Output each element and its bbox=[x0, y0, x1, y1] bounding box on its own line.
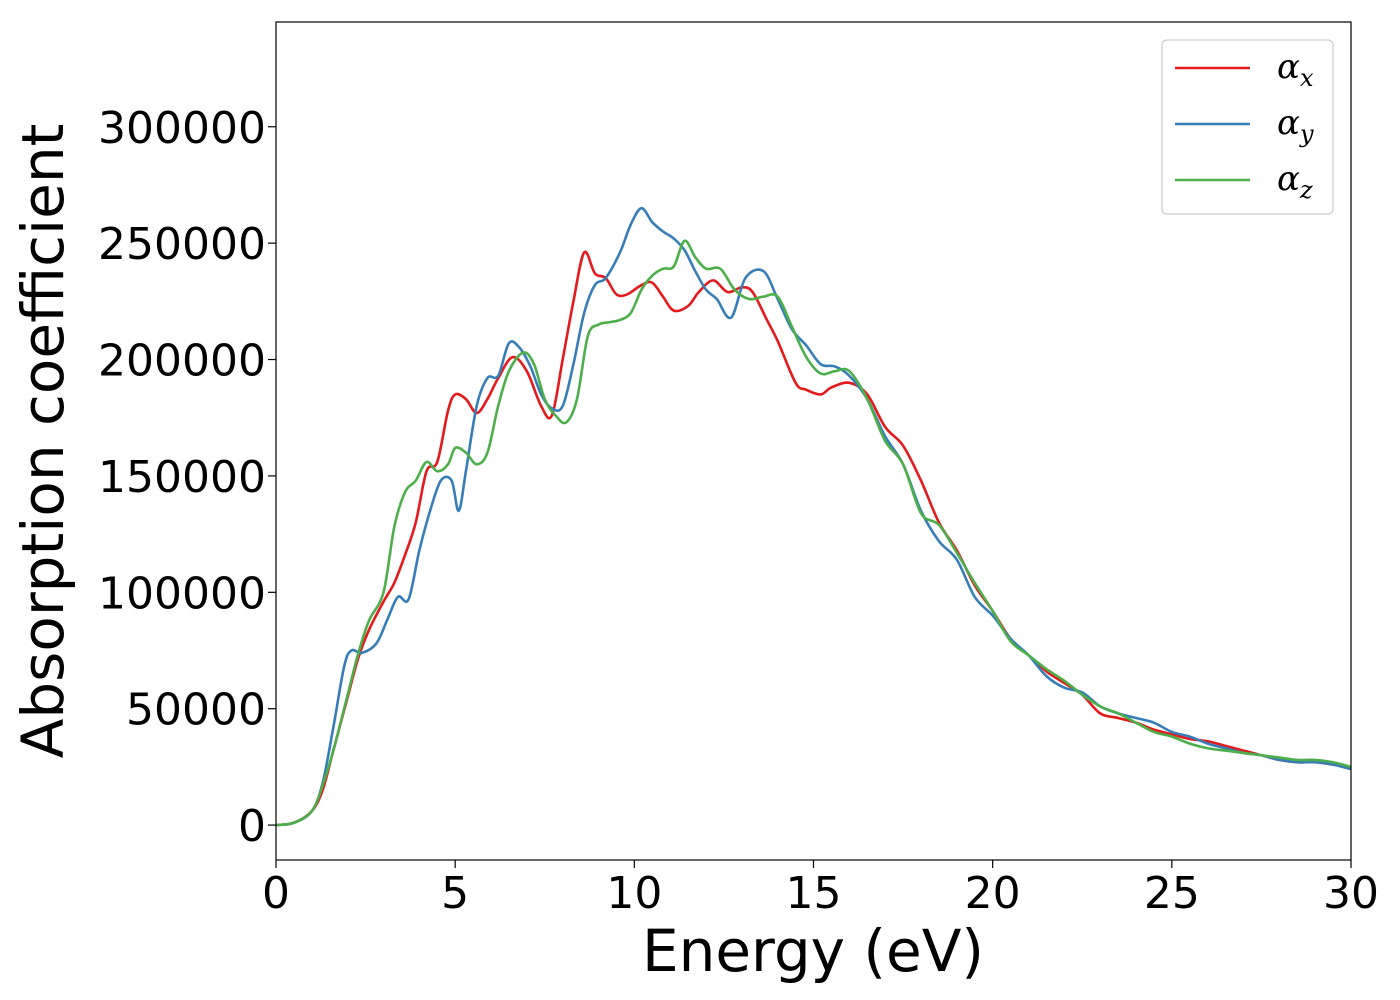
y-tick-label: 100000 bbox=[98, 568, 266, 619]
y-tick-label: 300000 bbox=[98, 103, 266, 154]
series-line-y bbox=[275, 206, 1352, 827]
legend-label-y: αy bbox=[1277, 103, 1314, 148]
x-axis: 0 5 10 15 20 25 30 bbox=[262, 860, 1379, 919]
y-tick-label: 150000 bbox=[98, 452, 266, 503]
legend-frame bbox=[1161, 39, 1334, 215]
x-tick-label: 5 bbox=[441, 868, 469, 919]
x-axis-title: Energy (eV) bbox=[642, 917, 984, 985]
y-tick-label: 0 bbox=[238, 801, 266, 852]
x-tick-label: 10 bbox=[606, 868, 662, 919]
series-line-z bbox=[275, 239, 1352, 827]
plot-lines bbox=[275, 206, 1352, 827]
y-tick-label: 50000 bbox=[126, 685, 266, 736]
x-tick-label: 30 bbox=[1323, 868, 1379, 919]
y-tick-label: 250000 bbox=[98, 219, 266, 270]
y-tick-label: 200000 bbox=[98, 336, 266, 387]
legend-label-x: αx bbox=[1277, 47, 1314, 92]
x-tick-label: 20 bbox=[965, 868, 1021, 919]
series-line-x bbox=[275, 250, 1352, 827]
y-axis-title: Absorption coefficient bbox=[9, 124, 77, 759]
x-tick-label: 25 bbox=[1144, 868, 1200, 919]
y-axis: 0 50000 100000 150000 200000 250000 300000 bbox=[98, 103, 276, 852]
x-tick-label: 15 bbox=[786, 868, 842, 919]
x-tick-label: 0 bbox=[262, 868, 290, 919]
